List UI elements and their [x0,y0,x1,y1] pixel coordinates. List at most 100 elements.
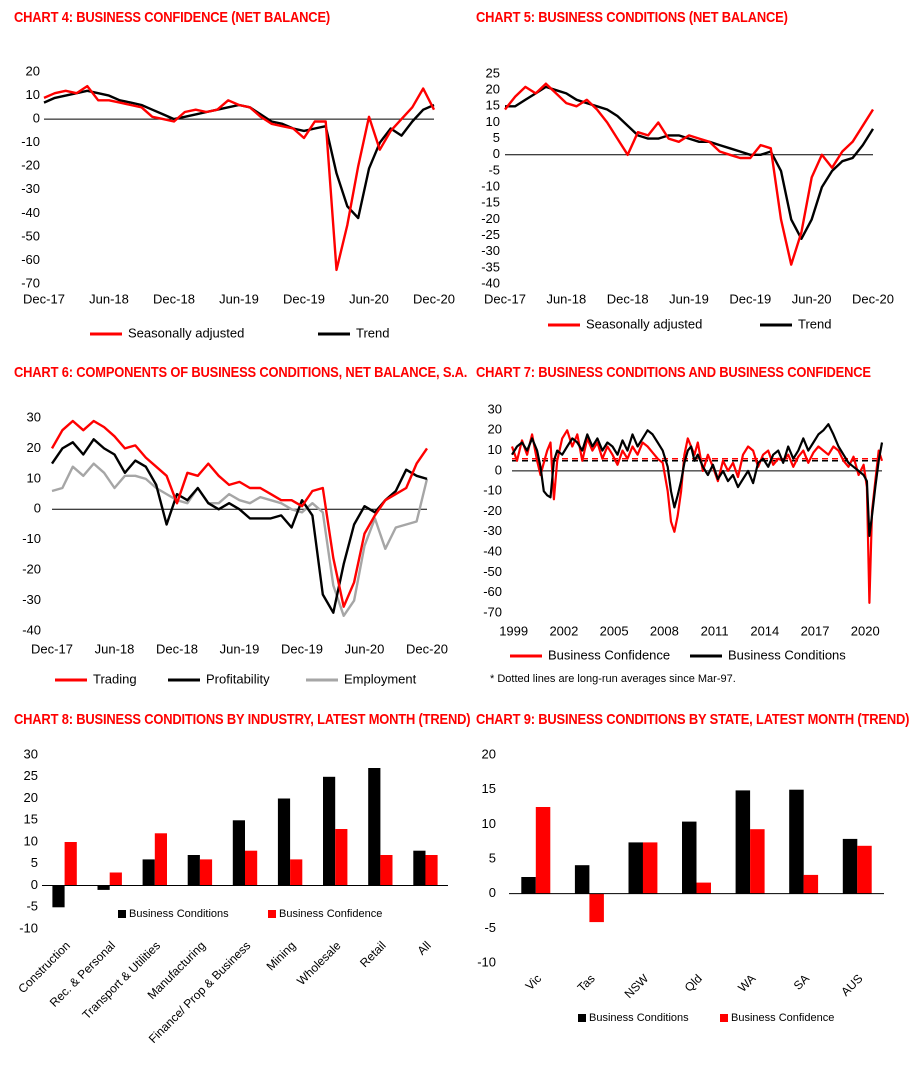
c7-xtick-label: 2005 [600,623,629,638]
c9-category-label: NSW [622,971,652,1001]
c6-xtick-label: Jun-18 [95,641,135,656]
c5-xtick-label: Jun-18 [546,291,586,306]
c8-legend-label: Business Confidence [279,908,382,920]
c4-series-trend [43,89,435,220]
c7-ytick-label: -30 [483,523,502,538]
c8-ytick-label: 5 [31,855,38,870]
c4-ytick-label: 0 [33,111,40,126]
c9-bar-business-conditions [842,838,858,894]
chart-7-title: CHART 7: BUSINESS CONDITIONS AND BUSINES… [476,364,871,381]
c9-bar-business-conditions [682,821,697,894]
c5-ytick-label: -30 [481,243,500,258]
c6-legend-label: Trading [93,671,137,686]
c9-bar-business-conditions [628,842,643,894]
c9-ytick-label: 20 [482,746,496,761]
c6-ytick-label: -20 [22,562,41,577]
c5-legend-label: Trend [798,316,831,331]
c6-xtick-label: Dec-19 [281,641,323,656]
c9-bar-business-confidence [803,874,819,894]
c8-legend-swatch [268,910,276,918]
c8-bar-business-confidence [290,859,303,886]
c7-ytick-label: 20 [488,422,502,437]
c7-xtick-label: 2008 [650,623,679,638]
c8-bar-business-conditions [277,798,291,886]
c4-xtick-label: Dec-20 [413,291,455,306]
c9-bar-business-confidence [589,893,604,923]
c9-legend-label: Business Conditions [589,1012,689,1024]
c4-legend-label: Seasonally adjusted [128,325,244,340]
c8-bar-business-conditions [368,768,381,886]
c5-xtick-label: Jun-20 [792,291,832,306]
c9-legend-swatch [578,1014,586,1022]
c8-ytick-label: -5 [26,899,38,914]
c4-legend-label: Trend [356,325,389,340]
c7-xtick-label: 1999 [499,623,528,638]
c7-ytick-label: 30 [488,401,502,416]
c9-legend-swatch [720,1014,728,1022]
c8-bar-business-conditions [323,776,336,886]
c9-bar-business-confidence [750,829,765,894]
c4-xtick-label: Dec-17 [23,291,65,306]
c9-bar-business-confidence [535,807,551,894]
c8-bar-business-conditions [187,855,200,886]
c8-bar-business-confidence [109,872,122,886]
c6-legend-label: Profitability [206,671,270,686]
c5-legend-label: Seasonally adjusted [586,316,702,331]
c8-bar-business-conditions [413,850,426,886]
c4-ytick-label: 20 [26,63,40,78]
c9-category-label: Qld [682,971,705,994]
c6-xtick-label: Dec-20 [406,641,448,656]
c4-ytick-label: -70 [21,275,40,290]
c9-bar-business-conditions [789,789,804,894]
chart-7-footnote: * Dotted lines are long-run averages sin… [490,673,736,685]
c9-ytick-label: 10 [482,816,496,831]
c6-series-trading [50,419,428,608]
c7-ytick-label: -20 [483,503,502,518]
c5-series-trend [505,85,875,241]
c5-xtick-label: Dec-20 [852,291,894,306]
c6-series-employment [51,462,429,617]
c7-xtick-label: 2017 [801,623,830,638]
chart-6-title: CHART 6: COMPONENTS OF BUSINESS CONDITIO… [14,364,468,381]
c9-ytick-label: 0 [489,885,496,900]
c6-ytick-label: 20 [27,440,41,455]
c9-bar-business-confidence [857,845,872,894]
c5-ytick-label: 15 [486,98,500,113]
c9-ytick-label: -10 [477,954,496,969]
c8-legend-label: Business Conditions [129,908,229,920]
c4-ytick-label: -10 [21,134,40,149]
c9-bar-business-confidence [642,842,658,894]
c9-bar-business-conditions [735,790,751,894]
c7-ytick-label: -70 [483,604,502,619]
c8-bar-business-confidence [335,829,348,886]
c8-bar-business-confidence [425,855,438,886]
c8-category-label: Mining [264,938,299,973]
c7-ytick-label: -50 [483,564,502,579]
c4-ytick-label: -50 [21,228,40,243]
c7-series-business-conditions [511,423,884,538]
c8-ytick-label: 15 [24,812,38,827]
c7-ytick-label: -40 [483,544,502,559]
c4-xtick-label: Jun-19 [219,291,259,306]
c5-ytick-label: -5 [488,162,500,177]
c5-ytick-label: -20 [481,211,500,226]
chart-9-title: CHART 9: BUSINESS CONDITIONS BY STATE, L… [476,711,910,728]
c6-ytick-label: 10 [27,470,41,485]
c7-xtick-label: 2002 [549,623,578,638]
c6-ytick-label: 30 [27,409,41,424]
c6-legend-label: Employment [344,671,417,686]
c5-ytick-label: -25 [481,227,500,242]
c6-series-profitability [51,438,428,614]
c6-ytick-label: -30 [22,592,41,607]
c9-category-label: AUS [838,971,865,998]
c6-xtick-label: Dec-18 [156,641,198,656]
c5-ytick-label: 25 [486,65,500,80]
c5-ytick-label: 0 [493,146,500,161]
c5-xtick-label: Dec-17 [484,291,526,306]
c8-bar-business-confidence [199,859,213,886]
c8-ytick-label: 10 [24,833,38,848]
c4-xtick-label: Dec-19 [283,291,325,306]
c4-xtick-label: Dec-18 [153,291,195,306]
c6-ytick-label: 0 [34,501,41,516]
